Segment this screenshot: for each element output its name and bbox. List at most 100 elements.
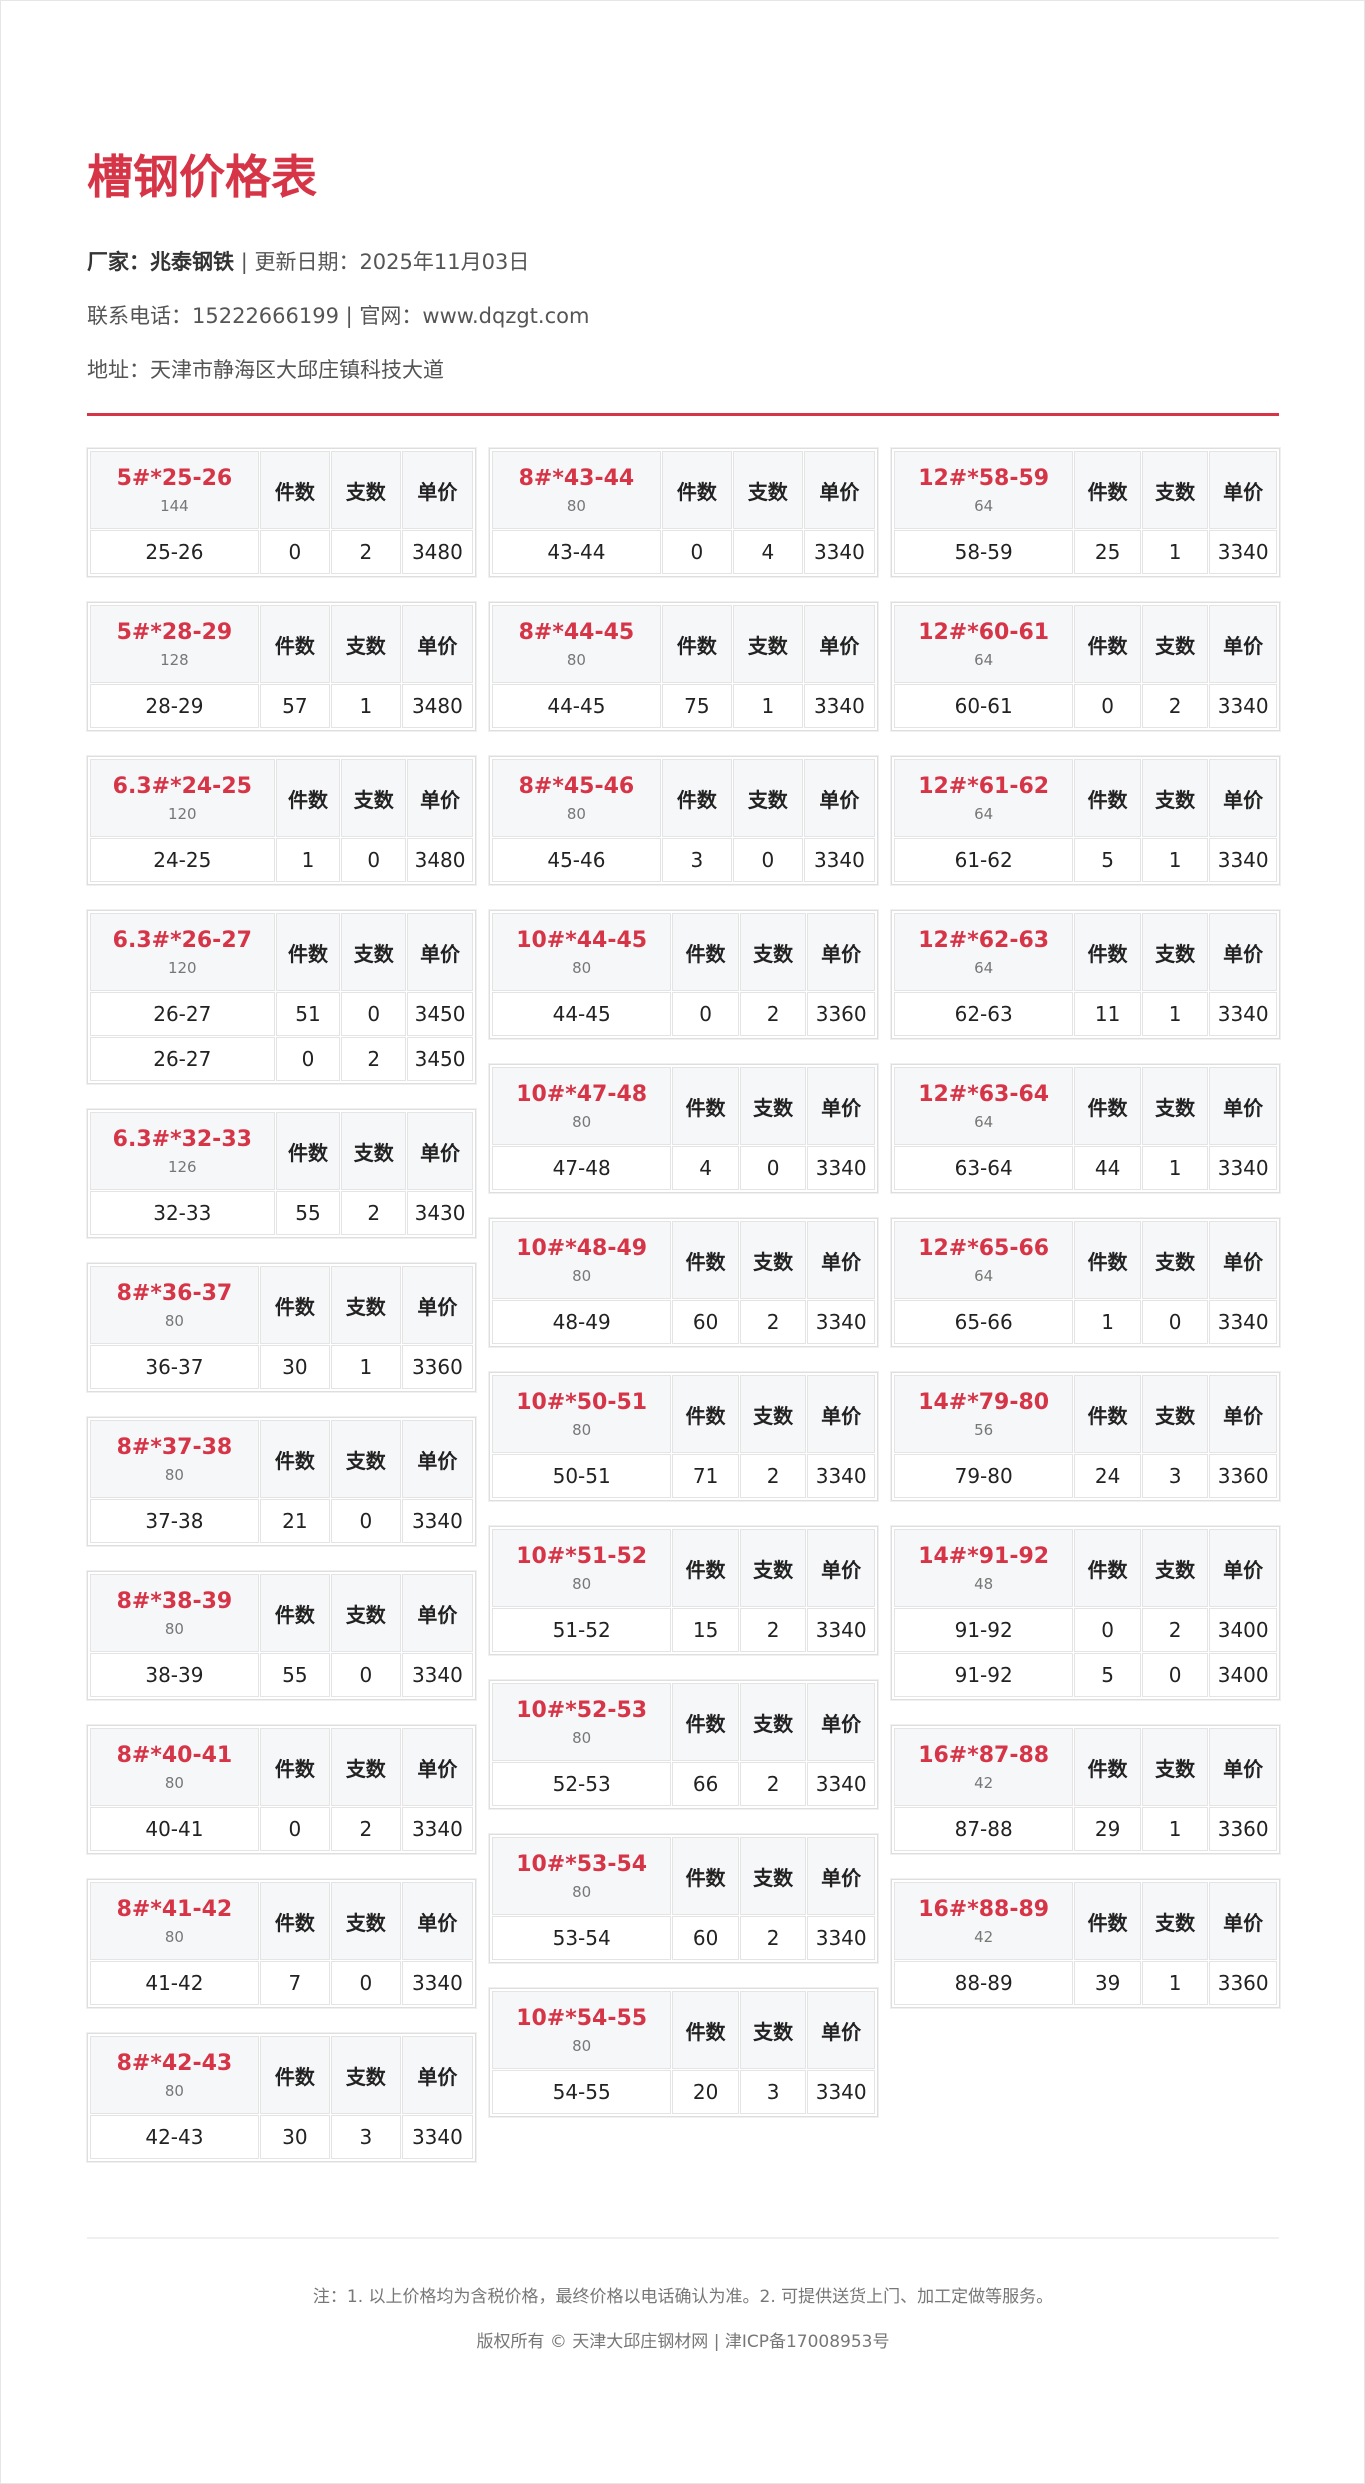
column-header: 支数	[740, 1222, 806, 1298]
table-header-row: 8#*40-41 80 件数 支数 单价	[91, 1729, 472, 1805]
price-table: 12#*58-59 64 件数 支数 单价 58-59 25 1 3340	[891, 448, 1280, 577]
column-header: 单价	[1210, 1530, 1276, 1606]
table-header-row: 14#*79-80 56 件数 支数 单价	[895, 1376, 1276, 1452]
table-row: 65-66 1 0 3340	[895, 1301, 1276, 1343]
spec-header-cell: 6.3#*32-33 126	[91, 1113, 274, 1189]
spec-name: 8#*37-38	[116, 1434, 233, 1460]
table-row: 25-26 0 2 3480	[91, 531, 472, 573]
spec-header-cell: 10#*52-53 80	[493, 1684, 671, 1760]
spec-name: 6.3#*24-25	[112, 773, 252, 799]
contact-info: 联系电话：15222666199 | 官网：www.dqzgt.com	[87, 304, 590, 328]
table-header-row: 14#*91-92 48 件数 支数 单价	[895, 1530, 1276, 1606]
table-row: 63-64 44 1 3340	[895, 1147, 1276, 1189]
pieces-cell: 0	[662, 531, 731, 573]
price-table: 10#*48-49 80 件数 支数 单价 48-49 60 2 3340	[489, 1218, 878, 1347]
column-header: 件数	[1075, 606, 1140, 682]
price-table: 10#*50-51 80 件数 支数 单价 50-51 71 2 3340	[489, 1372, 878, 1501]
table-row: 28-29 57 1 3480	[91, 685, 472, 727]
column-header: 件数	[276, 914, 340, 990]
table-row: 53-54 60 2 3340	[493, 1917, 874, 1959]
price-table: 16#*88-89 42 件数 支数 单价 88-89 39 1 3360	[891, 1879, 1280, 2008]
spec-count: 64	[974, 1266, 994, 1285]
bars-cell: 1	[1142, 993, 1208, 1035]
column-header: 支数	[1142, 1068, 1208, 1144]
bars-cell: 2	[740, 1609, 806, 1651]
column-header: 件数	[662, 606, 731, 682]
pieces-cell: 75	[662, 685, 731, 727]
price-table: 5#*25-26 144 件数 支数 单价 25-26 0 2 3480	[87, 448, 476, 577]
price-table: 10#*54-55 80 件数 支数 单价 54-55 20 3 3340	[489, 1988, 878, 2117]
pieces-cell: 11	[1075, 993, 1140, 1035]
price-table: 12#*65-66 64 件数 支数 单价 65-66 1 0 3340	[891, 1218, 1280, 1347]
column-header: 单价	[808, 1222, 874, 1298]
table-header-row: 12#*60-61 64 件数 支数 单价	[895, 606, 1276, 682]
bars-cell: 1	[1142, 531, 1208, 573]
price-table: 10#*44-45 80 件数 支数 单价 44-45 0 2 3360	[489, 910, 878, 1039]
table-row: 44-45 75 1 3340	[493, 685, 874, 727]
length-range-cell: 50-51	[493, 1455, 671, 1497]
column-header: 件数	[673, 1222, 738, 1298]
column-header: 单价	[808, 1068, 874, 1144]
table-row: 88-89 39 1 3360	[895, 1962, 1276, 2004]
bars-cell: 2	[740, 1455, 806, 1497]
table-header-row: 12#*61-62 64 件数 支数 单价	[895, 760, 1276, 836]
footer-copyright: 版权所有 © 天津大邱庄钢材网 | 津ICP备17008953号	[476, 2332, 890, 2352]
column-header: 件数	[276, 760, 340, 836]
length-range-cell: 38-39	[91, 1654, 258, 1696]
spec-count: 80	[164, 1927, 184, 1946]
spec-name: 8#*42-43	[116, 2050, 233, 2076]
length-range-cell: 41-42	[91, 1962, 258, 2004]
table-row: 44-45 0 2 3360	[493, 993, 874, 1035]
spec-header-cell: 5#*28-29 128	[91, 606, 258, 682]
column-header: 单价	[804, 606, 874, 682]
column-header: 支数	[740, 1376, 806, 1452]
spec-count: 80	[572, 958, 592, 977]
column-header: 支数	[342, 1113, 406, 1189]
unit-price-cell: 3340	[804, 531, 874, 573]
column-header: 件数	[260, 1729, 329, 1805]
column-header: 支数	[733, 452, 802, 528]
column-header: 单价	[1210, 1729, 1276, 1805]
spec-count: 80	[572, 1420, 592, 1439]
column-header: 件数	[1075, 452, 1140, 528]
column-header: 支数	[331, 2037, 400, 2113]
column-header: 支数	[1142, 452, 1208, 528]
pieces-cell: 3	[662, 839, 731, 881]
length-range-cell: 48-49	[493, 1301, 671, 1343]
column-header: 支数	[1142, 1729, 1208, 1805]
spec-name: 6.3#*32-33	[112, 1126, 252, 1152]
column-header: 单价	[1210, 452, 1276, 528]
spec-header-cell: 8#*43-44 80	[493, 452, 660, 528]
column-header: 支数	[733, 760, 802, 836]
table-header-row: 12#*62-63 64 件数 支数 单价	[895, 914, 1276, 990]
column-header: 件数	[673, 1684, 738, 1760]
spec-count: 80	[164, 1619, 184, 1638]
column-header: 单价	[408, 914, 472, 990]
unit-price-cell: 3340	[804, 685, 874, 727]
length-range-cell: 36-37	[91, 1346, 258, 1388]
table-row: 91-92 0 2 3400	[895, 1609, 1276, 1651]
unit-price-cell: 3340	[808, 2071, 874, 2113]
spec-count: 120	[167, 958, 197, 977]
spec-count: 64	[974, 650, 994, 669]
spec-name: 10#*51-52	[516, 1543, 648, 1569]
column-header: 件数	[1075, 1729, 1140, 1805]
spec-header-cell: 8#*36-37 80	[91, 1267, 258, 1343]
column-header: 件数	[662, 760, 731, 836]
table-row: 58-59 25 1 3340	[895, 531, 1276, 573]
price-table: 6.3#*24-25 120 件数 支数 单价 24-25 1 0 3480	[87, 756, 476, 885]
bars-cell: 2	[342, 1192, 406, 1234]
column-header: 件数	[673, 1068, 738, 1144]
table-header-row: 10#*47-48 80 件数 支数 单价	[493, 1068, 874, 1144]
length-range-cell: 42-43	[91, 2116, 258, 2158]
unit-price-cell: 3340	[808, 1917, 874, 1959]
column-header: 单价	[808, 1684, 874, 1760]
table-header-row: 10#*53-54 80 件数 支数 单价	[493, 1838, 874, 1914]
column-header: 单价	[402, 1267, 472, 1343]
table-row: 91-92 5 0 3400	[895, 1654, 1276, 1696]
table-row: 50-51 71 2 3340	[493, 1455, 874, 1497]
table-header-row: 8#*43-44 80 件数 支数 单价	[493, 452, 874, 528]
column-header: 单价	[808, 1376, 874, 1452]
table-row: 26-27 51 0 3450	[91, 993, 472, 1035]
table-header-row: 12#*63-64 64 件数 支数 单价	[895, 1068, 1276, 1144]
